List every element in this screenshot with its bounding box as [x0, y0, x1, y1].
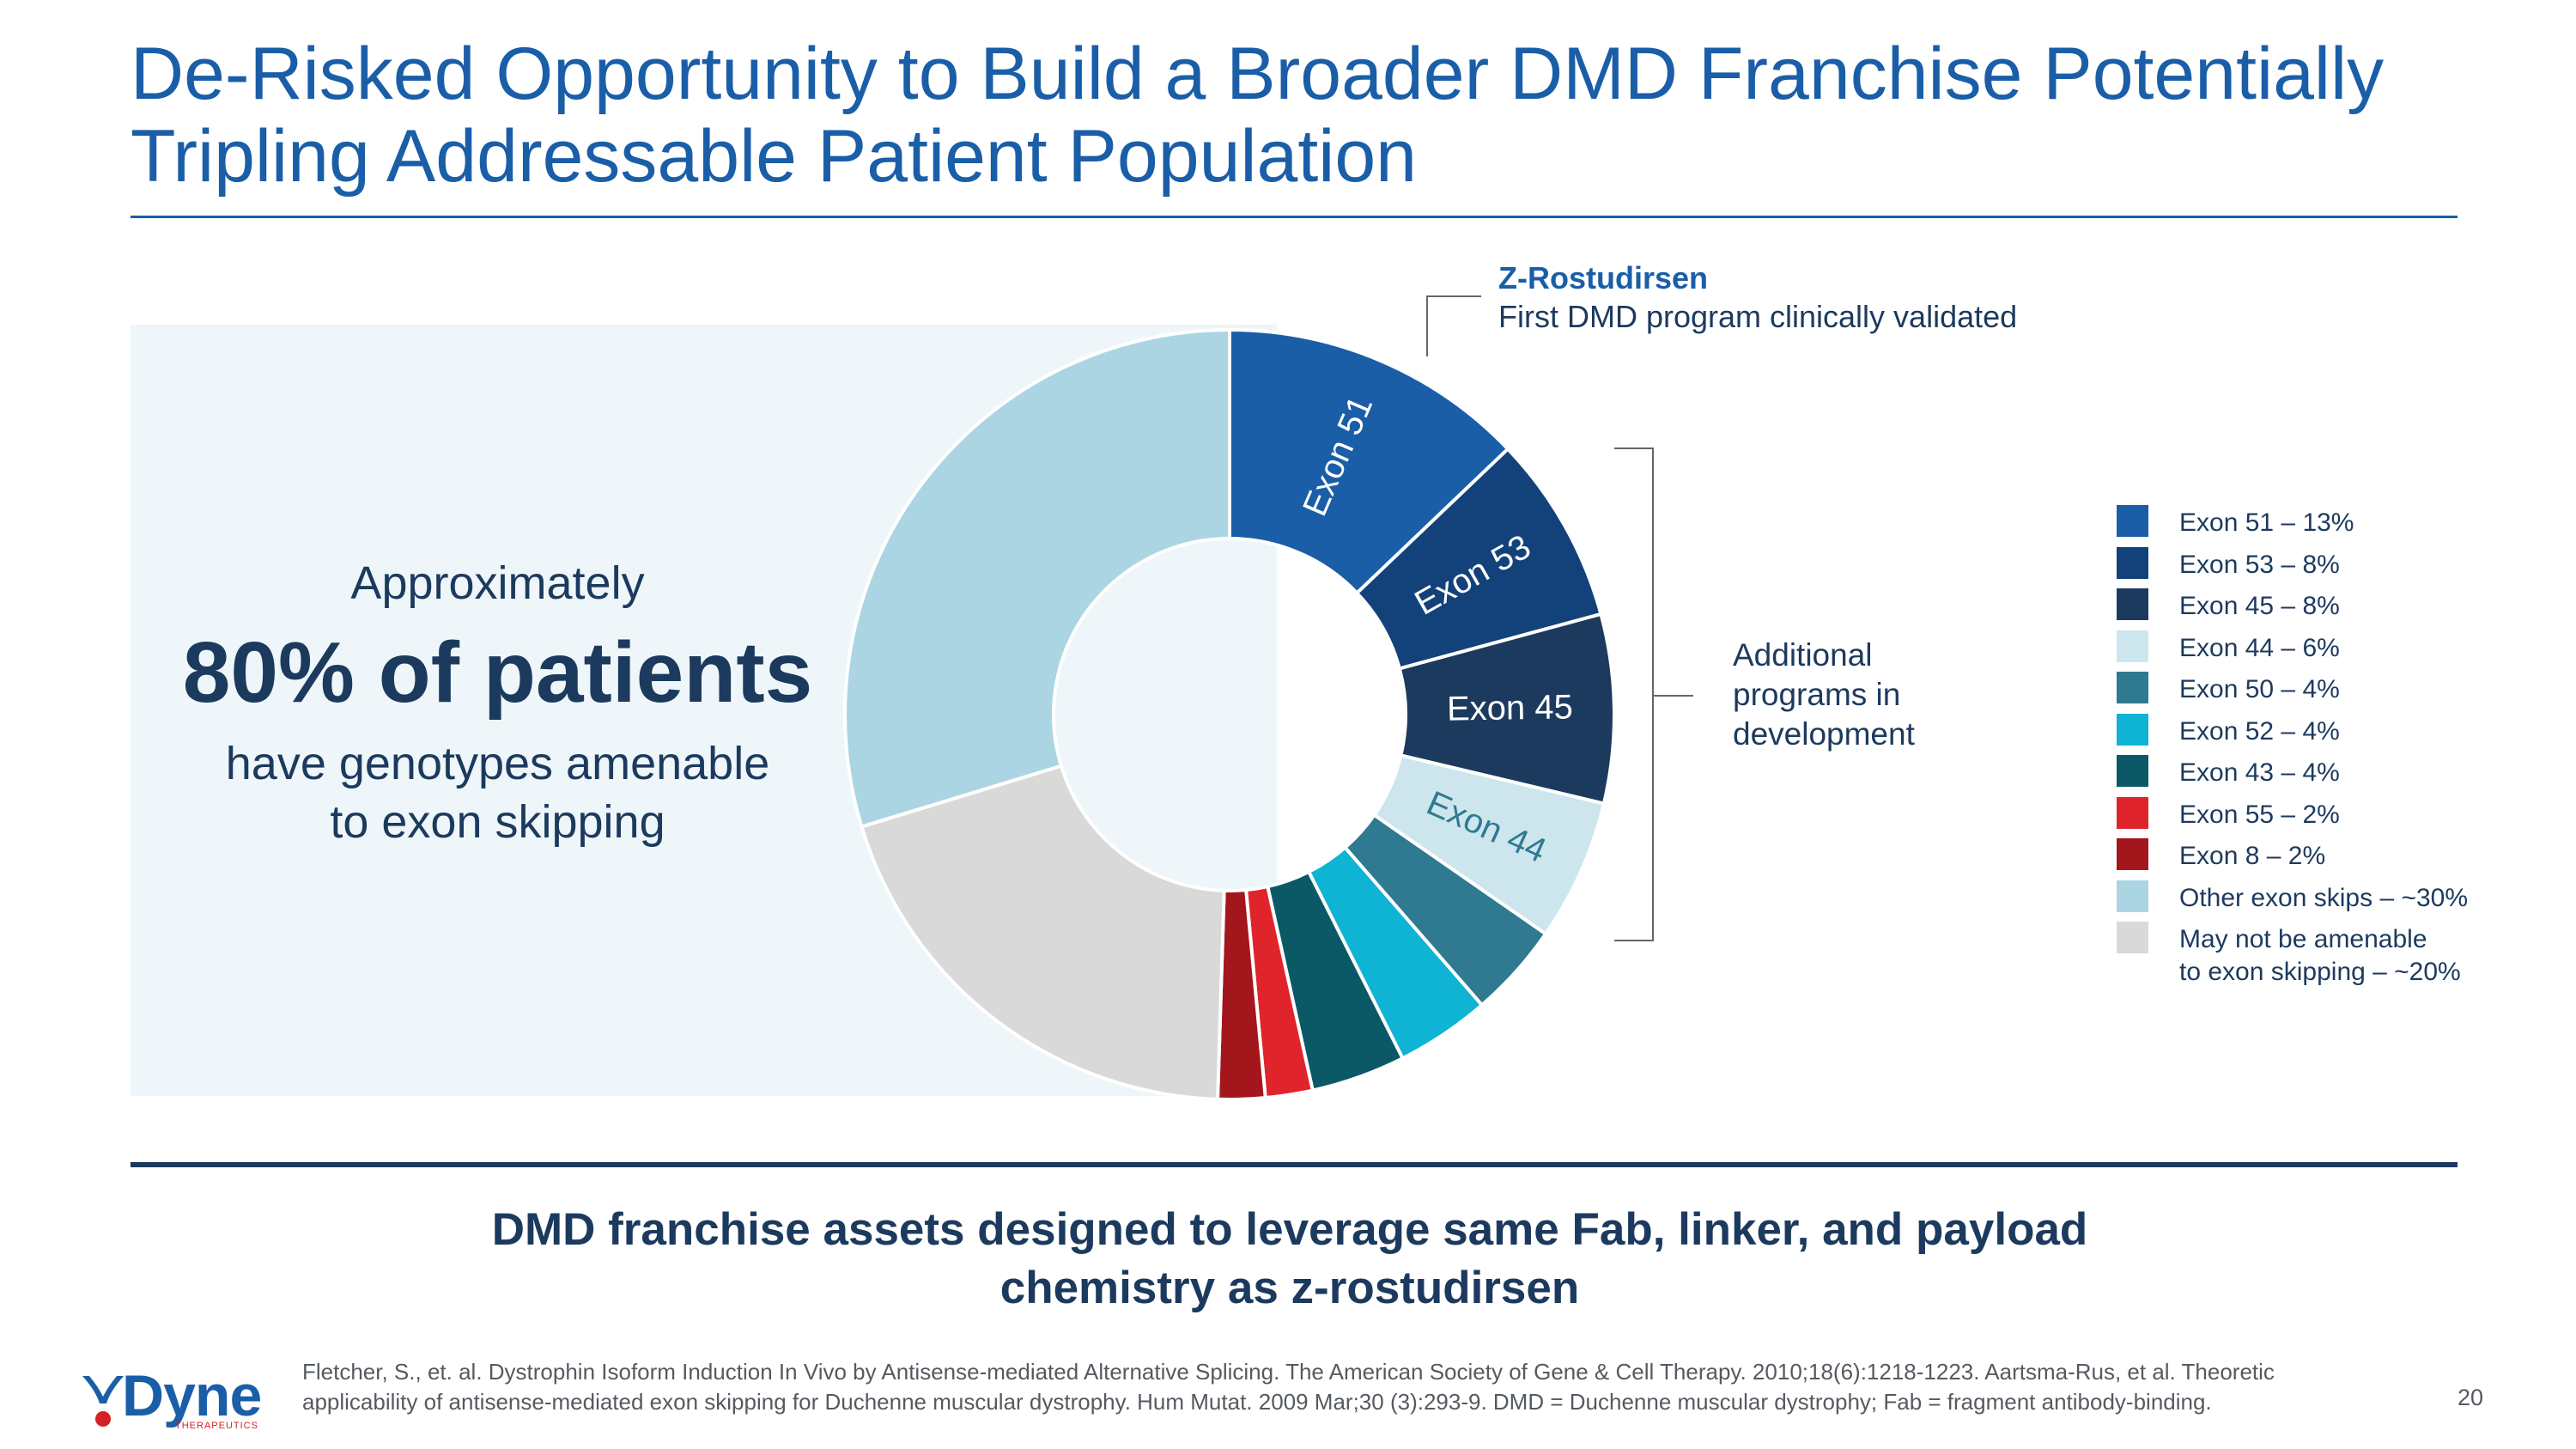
logo-wordmark: Dyne [122, 1363, 262, 1428]
legend-swatch [2117, 505, 2148, 537]
stat-subtext-line1: have genotypes amenable [225, 738, 770, 789]
stat-subtext: have genotypes amenable to exon skipping [131, 734, 865, 851]
legend-swatch [2117, 922, 2148, 953]
legend-label: May not be amenable to exon skipping – ~2… [2179, 925, 2461, 986]
callout-title: Z-Rostudirsen [1498, 260, 1709, 295]
bottom-divider [131, 1162, 2458, 1167]
company-logo: Dyne THERAPEUTICS [77, 1363, 275, 1434]
page-title: De-Risked Opportunity to Build a Broader… [131, 33, 2385, 198]
legend-swatch [2117, 672, 2148, 703]
legend-label: Exon 44 – 6% [2179, 633, 2340, 662]
stat-lead: Approximately [350, 557, 645, 609]
slice-other-exon-skips [843, 327, 1231, 829]
callout-connector [1426, 295, 1481, 356]
logo-subtitle: THERAPEUTICS [175, 1421, 258, 1431]
legend-swatch [2117, 796, 2148, 829]
slice-may-not-be-amenable-to-exon-skipping [859, 764, 1226, 1101]
legend-label: Exon 50 – 4% [2179, 675, 2340, 703]
donut-slices [843, 327, 1616, 1101]
legend-label: Exon 51 – 13% [2179, 508, 2354, 537]
stat-headline: 80% of patients [182, 624, 813, 721]
callout-subtitle: First DMD program clinically validated [1498, 299, 2018, 334]
legend-swatch [2117, 838, 2148, 870]
legend-label: Exon 55 – 2% [2179, 800, 2340, 829]
tagline-line2: chemistry as z-rostudirsen [999, 1263, 1580, 1313]
legend-label: Other exon skips – ~30% [2179, 883, 2469, 912]
legend-label: Exon 45 – 8% [2179, 592, 2340, 620]
legend-swatch [2117, 630, 2148, 662]
stat-subtext-line2: to exon skipping [330, 796, 665, 848]
legend-swatch [2117, 755, 2148, 787]
tagline: DMD franchise assets designed to leverag… [216, 1201, 2363, 1318]
page-number: 20 [2458, 1385, 2484, 1410]
additional-bracket [1614, 447, 1654, 941]
additional-programs-label: Additional programs in development [1733, 636, 1990, 754]
footnote: Fletcher, S., et. al. Dystrophin Isoform… [302, 1359, 2275, 1415]
additional-line3: development [1733, 716, 1915, 752]
slice-exon-51 [1228, 327, 1510, 596]
legend-swatch [2117, 880, 2148, 912]
legend-label: Exon 52 – 4% [2179, 716, 2340, 746]
slice-label-exon-45: Exon 45 [1447, 688, 1573, 728]
legend-swatch [2117, 588, 2148, 620]
tagline-line1: DMD franchise assets designed to leverag… [491, 1204, 2088, 1255]
additional-line2: programs in [1733, 677, 1901, 712]
additional-line1: Additional [1733, 637, 1873, 673]
legend-swatch [2117, 546, 2148, 579]
legend-label: Exon 53 – 8% [2179, 550, 2340, 579]
legend-label: Exon 43 – 4% [2179, 758, 2340, 787]
title-divider [131, 216, 2458, 218]
logo-mark-icon [82, 1376, 124, 1427]
legend-swatch [2117, 713, 2148, 746]
legend-label: Exon 8 – 2% [2179, 842, 2326, 870]
